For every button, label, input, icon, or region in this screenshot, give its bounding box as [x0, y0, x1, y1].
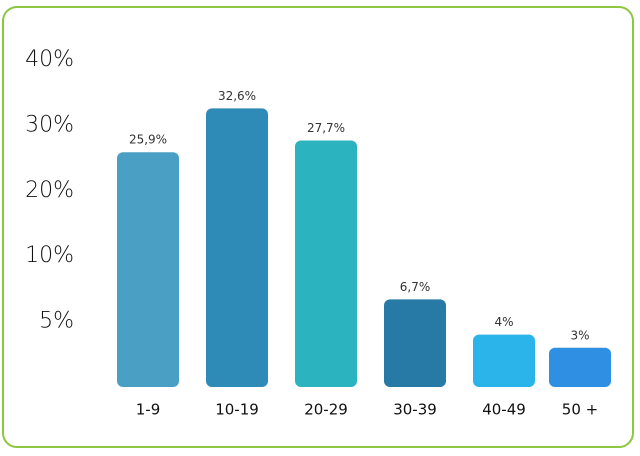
value-label: 27,7%	[307, 121, 345, 135]
y-tick-label: 30%	[25, 112, 74, 137]
bar	[117, 152, 179, 387]
x-tick-label: 50 +	[562, 401, 598, 419]
y-tick-label: 40%	[25, 47, 74, 72]
y-tick-label: 20%	[25, 178, 74, 203]
bar	[473, 334, 535, 387]
value-label: 32,6%	[218, 89, 256, 103]
value-label: 4%	[494, 315, 513, 329]
value-label: 25,9%	[129, 133, 167, 147]
x-tick-label: 10-19	[215, 401, 259, 419]
value-label: 3%	[570, 328, 589, 342]
x-tick-label: 1-9	[136, 401, 161, 419]
bar	[549, 347, 611, 387]
bar	[206, 108, 268, 387]
x-tick-label: 30-39	[393, 401, 437, 419]
x-tick-label: 40-49	[482, 401, 526, 419]
x-tick-label: 20-29	[304, 401, 348, 419]
bar	[384, 299, 446, 387]
bar	[295, 140, 357, 387]
value-label: 6,7%	[400, 280, 431, 294]
y-tick-label: 10%	[25, 243, 74, 268]
y-tick-label: 5%	[39, 309, 74, 334]
